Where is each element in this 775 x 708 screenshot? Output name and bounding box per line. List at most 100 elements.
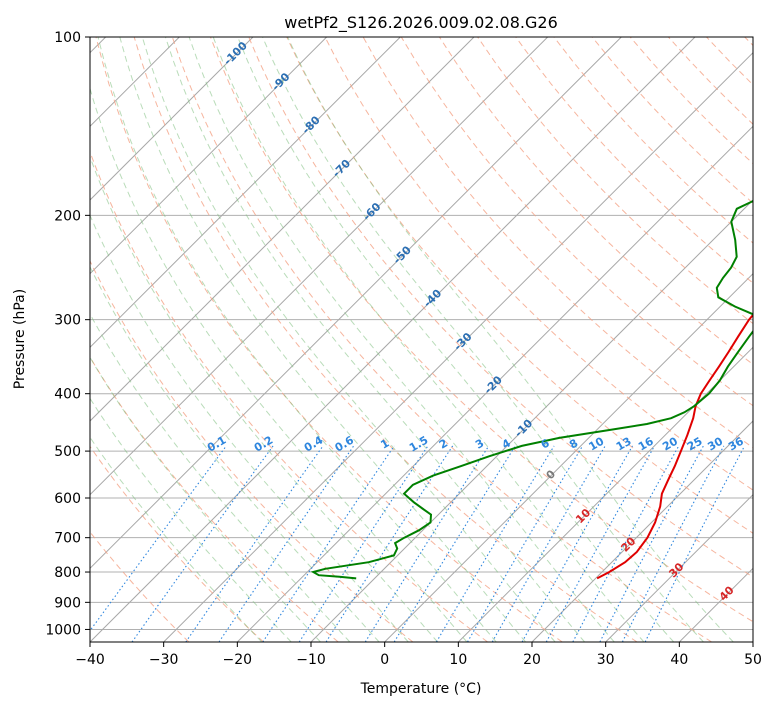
- y-tick-label: 200: [54, 208, 81, 224]
- isotherm-label: -90: [269, 70, 292, 93]
- x-tick-label: −20: [223, 652, 253, 668]
- moist-adiabat: [90, 436, 263, 642]
- mixing-ratio-line: [435, 445, 555, 642]
- data-layer: [310, 199, 753, 580]
- moist-adiabat: [262, 37, 704, 642]
- isotherm-label: -50: [391, 243, 414, 266]
- plot-frame: [89, 36, 754, 643]
- dry-adiabat: [90, 259, 414, 642]
- x-tick-label: 20: [523, 652, 541, 668]
- moist-adiabat: [237, 37, 675, 642]
- mixing-ratio-label: 6: [539, 436, 552, 451]
- mixing-ratio-line: [298, 445, 429, 642]
- axis-layer: −40 −30 −20 −10 0 10 20 30 40 5010020030040050060…: [45, 30, 762, 668]
- mixing-ratio-label: 1: [378, 437, 391, 452]
- y-axis-label: Pressure (hPa): [12, 289, 28, 389]
- dry-adiabat: [90, 445, 264, 642]
- isotherm-label: -60: [360, 200, 383, 223]
- dry-adiabat: [95, 37, 563, 642]
- y-tick-label: 800: [54, 565, 81, 581]
- isotherm-line: [310, 199, 753, 642]
- y-tick-label: 400: [54, 387, 81, 403]
- isotherm-line: [90, 37, 696, 642]
- isotherm-label: -20: [482, 373, 505, 396]
- moist-adiabat: [97, 37, 497, 642]
- dry-adiabat: [324, 37, 753, 491]
- y-tick-label: 1000: [45, 622, 81, 638]
- isotherm-line: [752, 641, 753, 642]
- isotherm-line: [90, 37, 622, 570]
- mixing-ratio-line: [131, 445, 274, 642]
- moist-adiabat: [90, 265, 380, 642]
- x-tick-label: −40: [75, 652, 105, 668]
- mixing-ratio-line: [599, 445, 704, 642]
- moist-adiabat: [90, 214, 409, 642]
- dry-adiabat: [210, 37, 753, 623]
- dry-adiabat: [248, 37, 753, 578]
- isotherm-line: [605, 493, 753, 642]
- mixing-ratio-line: [364, 445, 490, 642]
- dry-adiabat: [171, 37, 712, 642]
- isotherm-label: -40: [421, 287, 444, 310]
- moist-adiabat: [164, 37, 585, 642]
- dry-adiabat: [133, 37, 638, 642]
- grid-layer: [90, 37, 753, 642]
- moist-adiabat: [119, 37, 526, 642]
- isotherm-label: 40: [717, 583, 737, 603]
- dry-adiabat: [90, 531, 190, 642]
- moist-adiabat: [212, 37, 645, 642]
- mixing-ratio-line: [644, 445, 746, 642]
- isotherm-line: [457, 346, 753, 642]
- y-tick-label: 100: [54, 30, 81, 46]
- moist-adiabat: [90, 397, 292, 642]
- moist-adiabat: [90, 86, 468, 642]
- moist-adiabat: [188, 37, 615, 642]
- mixing-ratio-line: [621, 445, 725, 642]
- mixing-ratio-line: [185, 445, 324, 642]
- y-tick-label: 700: [54, 531, 81, 547]
- dry-adiabat: [553, 37, 753, 244]
- chart-title: wetPf2_S126.2026.009.02.08.G26: [284, 13, 558, 33]
- isotherm-label: -10: [512, 416, 535, 439]
- isotherm-line: [90, 37, 328, 275]
- y-tick-label: 600: [54, 491, 81, 507]
- isotherm-line: [90, 37, 401, 349]
- dry-adiabat: [515, 37, 753, 284]
- x-tick-label: −10: [296, 652, 326, 668]
- mixing-ratio-label: 3: [473, 437, 486, 452]
- series-line: [310, 199, 753, 580]
- mixing-ratio-line: [262, 445, 395, 642]
- mixing-ratio-line: [521, 445, 633, 642]
- dry-adiabat: [744, 37, 753, 47]
- isotherm-line: [236, 125, 753, 642]
- isotherm-line: [678, 567, 753, 642]
- mixing-ratio-line: [393, 445, 516, 642]
- isotherm-label: -80: [300, 113, 323, 136]
- dry-adiabat: [90, 150, 488, 642]
- isotherm-label: -70: [330, 157, 353, 180]
- mixing-ratio-label: 8: [567, 437, 580, 452]
- mixing-ratio-line: [467, 445, 584, 642]
- dry-adiabat: [90, 356, 339, 642]
- isotherm-line: [384, 272, 753, 642]
- y-tick-label: 300: [54, 313, 81, 329]
- moist-adiabat: [141, 37, 556, 642]
- x-tick-label: 0: [380, 652, 389, 668]
- x-tick-label: 40: [670, 652, 688, 668]
- mixing-ratio-line: [325, 445, 454, 642]
- y-tick-label: 500: [54, 444, 81, 460]
- moist-adiabat: [90, 356, 321, 642]
- isotherm-label: 0: [544, 467, 559, 482]
- y-tick-label: 900: [54, 595, 81, 611]
- mixing-ratio-line: [545, 445, 656, 642]
- series-line: [596, 313, 753, 580]
- moist-adiabat: [287, 37, 734, 642]
- isotherm-label: -100: [221, 39, 250, 68]
- dry-adiabat: [668, 37, 753, 125]
- x-tick-label: 10: [449, 652, 467, 668]
- x-tick-label: 50: [744, 652, 762, 668]
- x-tick-label: −30: [149, 652, 179, 668]
- isotherm-line: [90, 37, 254, 201]
- isotherm-line: [90, 37, 475, 422]
